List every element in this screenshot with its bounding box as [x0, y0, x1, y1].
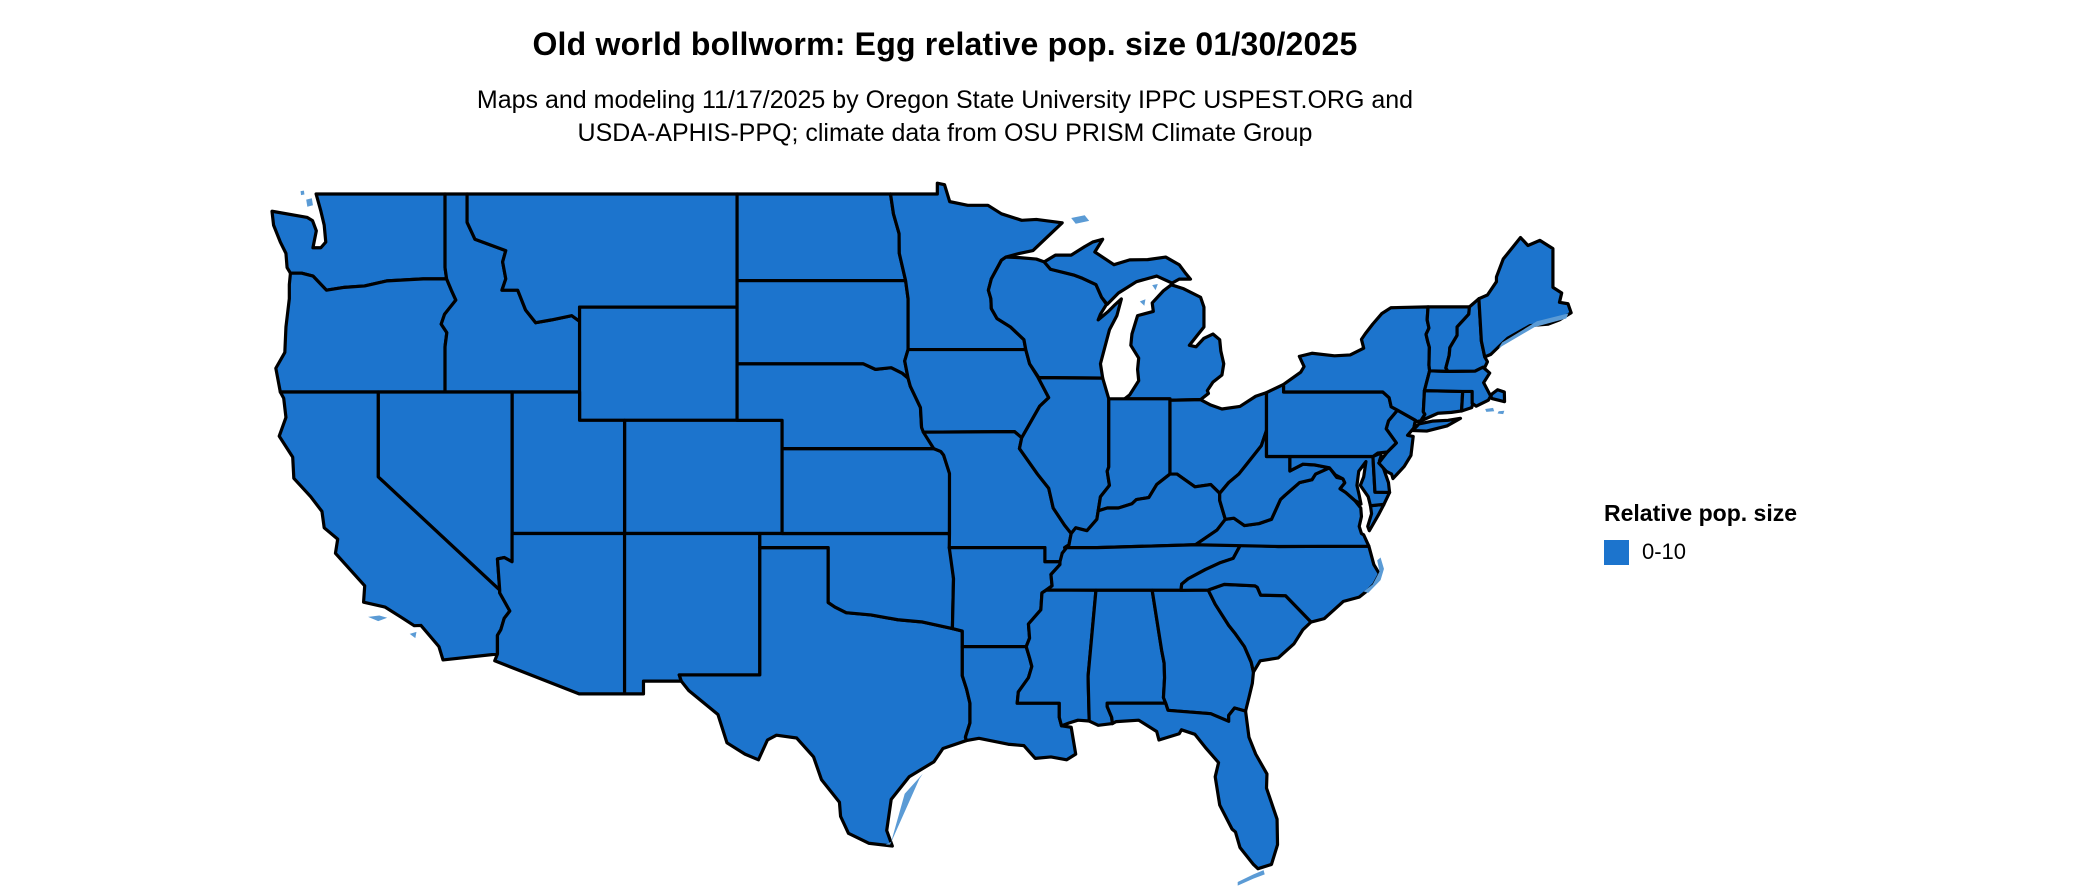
isle-royale-fringe	[1071, 215, 1090, 224]
legend-item: 0-10	[1604, 539, 1797, 565]
state-new-mexico	[625, 533, 760, 693]
channel-islands-fringe	[368, 615, 388, 622]
state-wyoming	[580, 307, 738, 420]
state-north-dakota	[737, 194, 906, 281]
outer-banks-fringe	[1363, 557, 1384, 593]
state-maryland	[1290, 457, 1390, 506]
beaver-island-fringe	[1152, 283, 1158, 291]
state-kansas	[782, 449, 950, 534]
maine-coast-fringe	[1498, 313, 1569, 349]
state-oregon	[276, 273, 456, 392]
state-mississippi	[1017, 590, 1096, 726]
map-credits-line-2: USDA-APHIS-PPQ; climate data from OSU PR…	[577, 119, 1313, 147]
catalina-island-fringe	[409, 631, 417, 639]
state-colorado	[625, 420, 783, 533]
nantucket-fringe	[1497, 410, 1505, 415]
page-title: Old world bollworm: Egg relative pop. si…	[532, 26, 1358, 62]
state-michigan-lower-peninsula	[1125, 285, 1224, 400]
texas-barrier-islands-fringe	[885, 773, 923, 845]
state-florida	[1107, 703, 1277, 868]
state-connecticut	[1421, 391, 1463, 421]
san-juan-islands-fringe	[306, 198, 313, 207]
state-iowa	[905, 350, 1049, 438]
florida-keys-fringe	[1237, 870, 1265, 886]
state-new-york-long-island	[1413, 418, 1461, 431]
state-maine	[1479, 238, 1571, 357]
state-virginia-eastern-shore	[1368, 504, 1384, 530]
state-pennsylvania	[1267, 384, 1398, 456]
map-credits-line-1: Maps and modeling 11/17/2025 by Oregon S…	[476, 86, 1414, 114]
state-arizona	[495, 533, 625, 693]
legend-swatch-icon	[1604, 539, 1629, 565]
manitou-islands-fringe	[1139, 299, 1146, 306]
state-michigan-upper-peninsula	[1044, 239, 1190, 304]
legend-title: Relative pop. size	[1604, 500, 1798, 526]
state-south-dakota	[737, 281, 908, 379]
marthas-vineyard-fringe	[1485, 407, 1495, 412]
gulf-islands-fringe	[300, 190, 305, 196]
legend-item-label: 0-10	[1642, 539, 1687, 564]
map-legend: Relative pop. size 0-10	[1604, 500, 1797, 565]
